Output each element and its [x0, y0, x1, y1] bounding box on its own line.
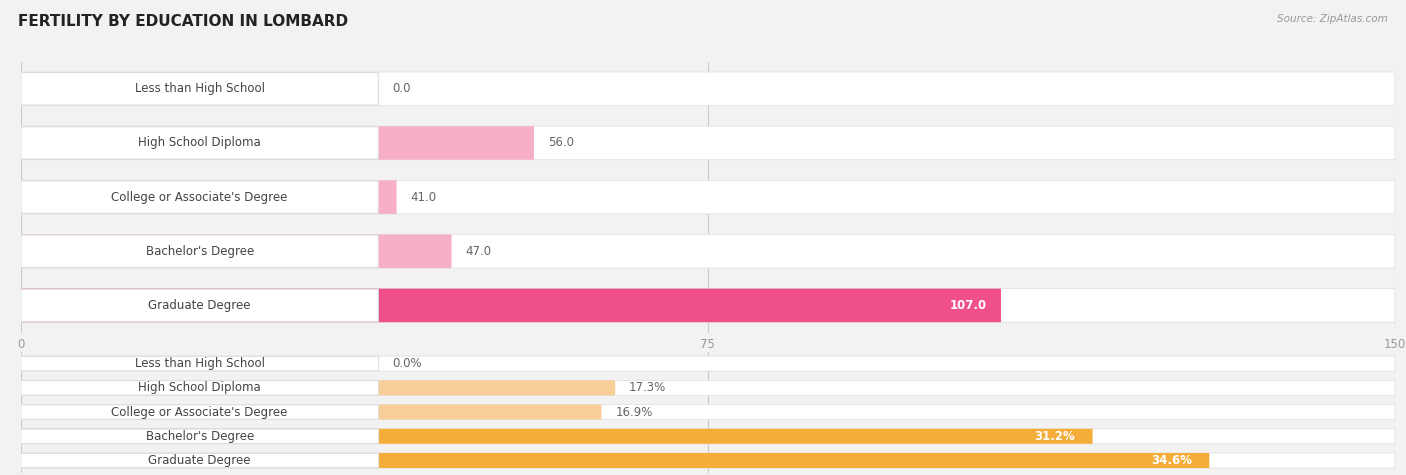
FancyBboxPatch shape	[21, 405, 378, 419]
FancyBboxPatch shape	[21, 289, 1395, 322]
FancyBboxPatch shape	[21, 405, 1395, 419]
Text: 0.0%: 0.0%	[392, 357, 422, 370]
Text: 41.0: 41.0	[411, 190, 436, 204]
Text: Graduate Degree: Graduate Degree	[149, 454, 250, 467]
FancyBboxPatch shape	[21, 356, 378, 371]
Text: High School Diploma: High School Diploma	[138, 136, 262, 150]
FancyBboxPatch shape	[21, 356, 1395, 371]
Text: Less than High School: Less than High School	[135, 82, 264, 95]
Text: 47.0: 47.0	[465, 245, 491, 258]
Text: Bachelor's Degree: Bachelor's Degree	[146, 430, 254, 443]
Text: College or Associate's Degree: College or Associate's Degree	[111, 406, 288, 418]
Text: Source: ZipAtlas.com: Source: ZipAtlas.com	[1277, 14, 1388, 24]
FancyBboxPatch shape	[21, 380, 1395, 395]
FancyBboxPatch shape	[21, 180, 1395, 214]
Text: 0.0: 0.0	[392, 82, 411, 95]
Text: High School Diploma: High School Diploma	[138, 381, 262, 394]
FancyBboxPatch shape	[21, 126, 1395, 160]
Text: 34.6%: 34.6%	[1152, 454, 1192, 467]
Text: 107.0: 107.0	[950, 299, 987, 312]
Text: FERTILITY BY EDUCATION IN LOMBARD: FERTILITY BY EDUCATION IN LOMBARD	[18, 14, 349, 29]
FancyBboxPatch shape	[21, 429, 1092, 444]
Text: 16.9%: 16.9%	[616, 406, 652, 418]
FancyBboxPatch shape	[21, 289, 378, 322]
Text: Bachelor's Degree: Bachelor's Degree	[146, 245, 254, 258]
FancyBboxPatch shape	[21, 289, 1001, 322]
FancyBboxPatch shape	[21, 405, 602, 419]
FancyBboxPatch shape	[21, 380, 378, 395]
Text: 31.2%: 31.2%	[1035, 430, 1076, 443]
FancyBboxPatch shape	[21, 235, 378, 267]
FancyBboxPatch shape	[21, 429, 1395, 444]
FancyBboxPatch shape	[21, 73, 378, 105]
FancyBboxPatch shape	[21, 180, 396, 214]
FancyBboxPatch shape	[21, 453, 1209, 468]
FancyBboxPatch shape	[21, 181, 378, 213]
FancyBboxPatch shape	[21, 126, 534, 160]
FancyBboxPatch shape	[21, 72, 1395, 105]
FancyBboxPatch shape	[21, 235, 1395, 268]
Text: Less than High School: Less than High School	[135, 357, 264, 370]
Text: College or Associate's Degree: College or Associate's Degree	[111, 190, 288, 204]
FancyBboxPatch shape	[21, 127, 378, 159]
FancyBboxPatch shape	[21, 429, 378, 444]
Text: Graduate Degree: Graduate Degree	[149, 299, 250, 312]
FancyBboxPatch shape	[21, 453, 1395, 468]
FancyBboxPatch shape	[21, 380, 616, 395]
FancyBboxPatch shape	[21, 235, 451, 268]
Text: 56.0: 56.0	[548, 136, 574, 150]
Text: 17.3%: 17.3%	[628, 381, 666, 394]
FancyBboxPatch shape	[21, 453, 378, 468]
